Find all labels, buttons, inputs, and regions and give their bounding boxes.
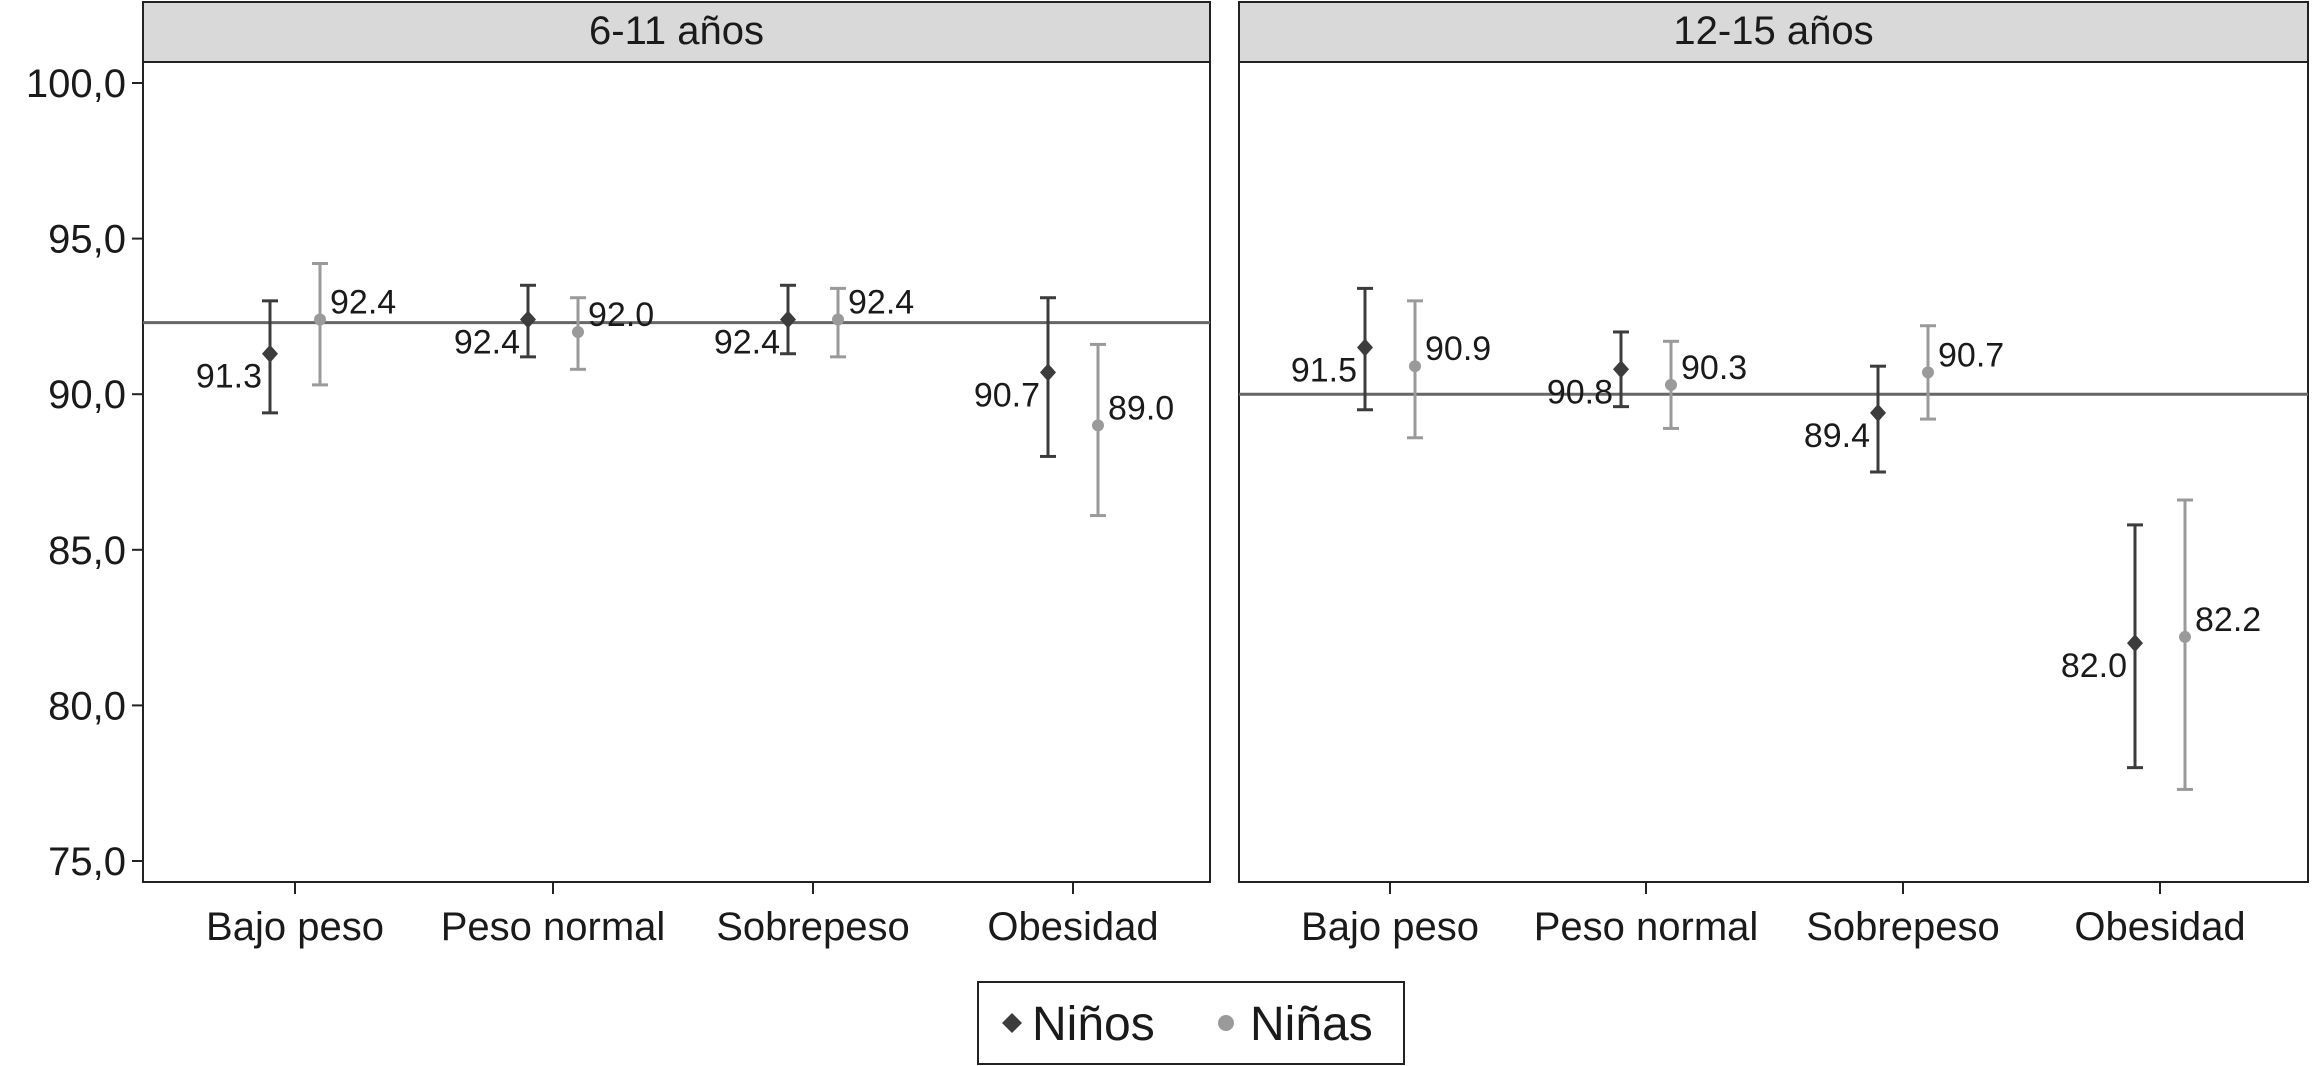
data-point-group: 92.4 xyxy=(454,283,536,362)
data-point-diamond xyxy=(1357,338,1373,357)
data-point-group: 89.0 xyxy=(1090,342,1174,518)
data-label: 92.4 xyxy=(714,324,780,362)
legend-circle-icon xyxy=(1218,1015,1234,1031)
panel-strip xyxy=(1238,1,2309,63)
legend-label-ninos: Niños xyxy=(1032,998,1155,1051)
data-label: 82.0 xyxy=(2061,647,2127,685)
data-point-group: 90.7 xyxy=(1920,324,2004,421)
panel-title: 6-11 años xyxy=(589,9,764,53)
data-point-circle xyxy=(2179,630,2191,643)
legend-diamond-icon xyxy=(1002,1013,1022,1033)
data-point-group: 92.4 xyxy=(714,283,796,362)
data-point-group: 90.8 xyxy=(1547,330,1629,411)
data-point-circle xyxy=(1665,378,1677,391)
y-tick-label: 80,0 xyxy=(48,684,126,728)
legend-label-ninas: Niñas xyxy=(1250,998,1373,1051)
data-point-group: 92.4 xyxy=(830,284,914,359)
y-tick-label: 85,0 xyxy=(48,529,126,573)
x-tick-label: Sobrepeso xyxy=(716,905,909,949)
data-point-group: 82.2 xyxy=(2177,498,2261,791)
data-point-group: 82.0 xyxy=(2061,523,2143,770)
data-point-circle xyxy=(572,325,584,338)
data-label: 90.7 xyxy=(974,376,1040,414)
y-tick-label: 75,0 xyxy=(48,840,126,884)
panel-2: 12-15 años Bajo peso Peso normal Sobrepeso O… xyxy=(1238,1,2309,949)
x-tick-label: Obesidad xyxy=(2074,905,2245,949)
data-label: 89.0 xyxy=(1108,389,1174,427)
x-tick-label: Bajo peso xyxy=(206,905,384,949)
data-label: 82.2 xyxy=(2195,601,2261,639)
x-tick-label: Peso normal xyxy=(441,905,666,949)
data-point-group: 92.0 xyxy=(570,296,654,371)
data-point-circle xyxy=(314,313,326,326)
data-label: 90.9 xyxy=(1425,330,1491,368)
data-point-group: 90.3 xyxy=(1663,339,1747,430)
data-point-group: 92.4 xyxy=(312,261,396,387)
data-point-diamond xyxy=(2127,634,2143,653)
data-label: 92.4 xyxy=(330,284,396,322)
data-label: 90.3 xyxy=(1681,349,1747,387)
x-tick-label: Obesidad xyxy=(987,905,1158,949)
data-point-diamond xyxy=(1870,403,1886,422)
x-tick-label: Bajo peso xyxy=(1301,905,1479,949)
data-label: 90.8 xyxy=(1547,373,1613,411)
data-point-group: 89.4 xyxy=(1804,364,1886,474)
data-point-circle xyxy=(1092,419,1104,432)
data-point-diamond xyxy=(780,310,796,329)
data-point-group: 90.9 xyxy=(1407,299,1491,440)
plot-area xyxy=(142,61,1211,883)
data-label: 92.4 xyxy=(848,284,914,322)
data-label: 89.4 xyxy=(1804,417,1870,455)
data-point-group: 91.5 xyxy=(1291,286,1373,412)
y-axis: 100,0 95,0 90,0 85,0 80,0 75,0 xyxy=(26,62,143,884)
plot-area xyxy=(1238,61,2309,883)
y-tick-label: 95,0 xyxy=(48,218,126,262)
panels: 6-11 años Bajo peso Peso normal Sobrepeso Ob… xyxy=(142,1,2309,949)
data-label: 91.5 xyxy=(1291,352,1357,390)
data-point-diamond xyxy=(1613,360,1629,379)
data-point-circle xyxy=(832,313,844,326)
panel-strip xyxy=(142,1,1211,63)
data-label: 91.3 xyxy=(196,358,262,396)
data-label: 92.4 xyxy=(454,324,520,362)
data-point-diamond xyxy=(1040,363,1056,382)
panel-1: 6-11 años Bajo peso Peso normal Sobrepeso Ob… xyxy=(142,1,1211,949)
data-point-group: 90.7 xyxy=(974,296,1056,458)
y-tick-label: 90,0 xyxy=(48,373,126,417)
data-point-group: 91.3 xyxy=(196,299,278,415)
y-tick-label: 100,0 xyxy=(26,62,126,106)
legend-box xyxy=(977,981,1405,1065)
data-label: 90.7 xyxy=(1938,336,2004,374)
data-point-circle xyxy=(1409,360,1421,373)
legend: Niños Niñas xyxy=(977,981,1405,1065)
data-point-circle xyxy=(1922,366,1934,379)
data-point-diamond xyxy=(262,344,278,363)
x-tick-label: Peso normal xyxy=(1534,905,1759,949)
x-tick-label: Sobrepeso xyxy=(1806,905,1999,949)
data-label: 92.0 xyxy=(588,296,654,334)
panel-title: 12-15 años xyxy=(1673,9,1873,53)
data-point-diamond xyxy=(520,310,536,329)
